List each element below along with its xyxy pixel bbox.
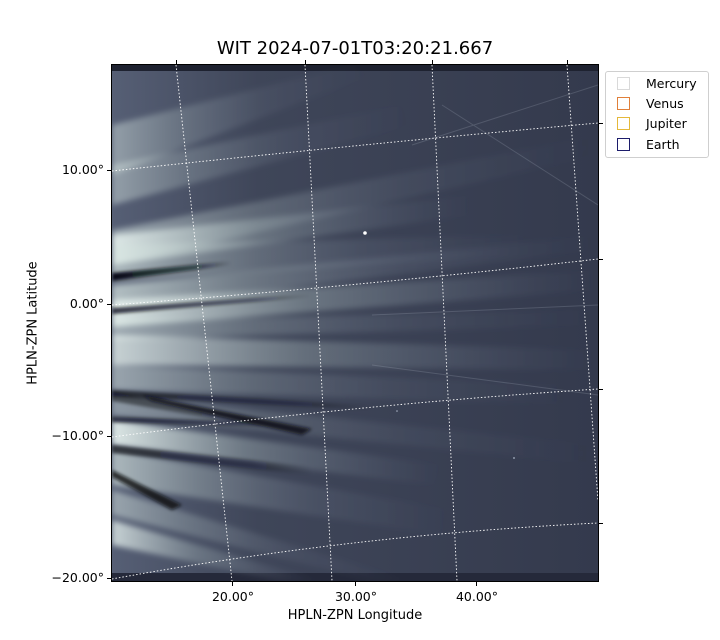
legend-label: Jupiter [646, 115, 687, 131]
bright-star [363, 231, 367, 235]
legend-label: Mercury [646, 75, 697, 91]
legend-label: Venus [646, 95, 684, 111]
ytick-label: 10.00° [61, 162, 104, 177]
xtick-mark-top [305, 60, 306, 65]
x-axis-label: HPLN-ZPN Longitude [287, 608, 423, 623]
legend-item-jupiter: Jupiter [617, 114, 687, 132]
legend-item-venus: Venus [617, 94, 684, 112]
ytick-mark-right [598, 389, 603, 390]
xtick-label: 40.00° [455, 589, 499, 604]
xtick-mark-top [432, 60, 433, 65]
ytick-mark-right [598, 123, 603, 124]
xtick-mark [355, 581, 356, 586]
legend-label: Earth [646, 136, 680, 152]
legend-swatch [617, 137, 630, 151]
legend-swatch [617, 96, 630, 110]
ytick-mark [107, 170, 112, 171]
coronagraph-image [112, 65, 598, 581]
y-axis-label: HPLN-ZPN Latitude [25, 261, 41, 385]
coordinate-grid [112, 65, 598, 581]
plot-title: WIT 2024-07-01T03:20:21.667 [216, 38, 494, 59]
ytick-mark [107, 304, 112, 305]
xtick-mark-top [176, 60, 177, 65]
ytick-mark [107, 578, 112, 579]
legend-swatch [617, 116, 630, 130]
ytick-label: 0.00° [69, 296, 104, 311]
legend: Mercury Venus Jupiter Earth [605, 71, 709, 158]
ytick-label: −10.00° [51, 428, 104, 443]
faint-streaks [371, 84, 598, 396]
ytick-mark-right [598, 259, 603, 260]
legend-swatch [617, 76, 630, 90]
wit-image [112, 65, 598, 581]
ytick-label: −20.00° [51, 570, 104, 585]
xtick-mark-top [567, 60, 568, 65]
ytick-mark-right [598, 523, 603, 524]
xtick-mark [476, 581, 477, 586]
ytick-mark [107, 436, 112, 437]
dark-lanes [112, 261, 372, 510]
coronal-streamers [112, 65, 598, 581]
legend-item-mercury: Mercury [617, 74, 697, 92]
xtick-label: 20.00° [211, 589, 255, 604]
xtick-mark [232, 581, 233, 586]
legend-item-earth: Earth [617, 135, 680, 153]
xtick-label: 30.00° [334, 589, 378, 604]
